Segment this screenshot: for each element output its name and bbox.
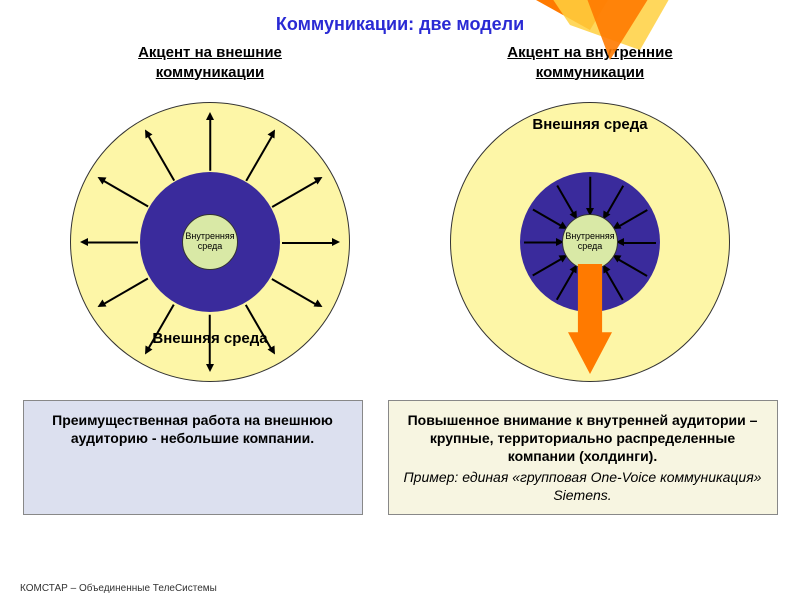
columns: Акцент на внешниекоммуникации Внутренняя… [0,43,800,392]
radial-arrowhead [332,238,340,246]
big-arrow [558,264,622,394]
radial-arrowhead [206,364,214,372]
subtitle-external: Акцент на внешниекоммуникации [138,43,282,82]
outer-env-label: Внешняя среда [60,330,360,347]
radial-arrowhead [206,112,214,120]
radial-arrow [101,179,149,207]
radial-arrow [209,117,211,171]
caption-internal-text: Повышенное внимание к внутренней аудитор… [397,411,769,466]
radial-arrow [84,242,138,244]
radial-arrowhead [80,238,88,246]
page-title: Коммуникации: две модели [0,0,800,43]
radial-arrowhead [314,300,325,311]
radial-arrowhead [142,127,153,138]
radial-arrow [524,242,560,244]
subtitle-internal: Акцент на внутренниекоммуникации [507,43,672,82]
radial-arrowhead [142,346,153,357]
column-internal: Акцент на внутренниекоммуникации Внутрен… [410,43,770,392]
radial-arrow [282,242,336,244]
diagram-external: Внутренняя среда Внешняя среда [60,92,360,392]
radial-arrow [620,242,656,244]
inner-circle: Внутренняя среда [182,214,238,270]
diagram-internal: Внутренняя среда Внешняя среда [440,92,740,392]
radial-arrow [272,179,320,207]
caption-row: Преимущественная работа на внешнюю аудит… [0,392,800,515]
footer-text: КОМСТАР – Объединенные ТелеСистемы [20,583,217,594]
radial-arrowhead [314,174,325,185]
caption-external-text: Преимущественная работа на внешнюю аудит… [32,411,354,447]
radial-arrow [272,278,320,306]
caption-internal-example: Пример: единая «групповая One-Voice комм… [397,468,769,504]
radial-arrow [616,209,648,228]
radial-arrow [101,278,149,306]
caption-external: Преимущественная работа на внешнюю аудит… [23,400,363,515]
inner-circle: Внутренняя среда [562,214,618,270]
radial-arrow [146,133,174,181]
outer-env-label: Внешняя среда [440,116,740,133]
radial-arrowhead [268,346,279,357]
column-external: Акцент на внешниекоммуникации Внутренняя… [30,43,390,392]
radial-arrow [245,133,273,181]
radial-arrowhead [95,300,106,311]
caption-internal: Повышенное внимание к внутренней аудитор… [388,400,778,515]
